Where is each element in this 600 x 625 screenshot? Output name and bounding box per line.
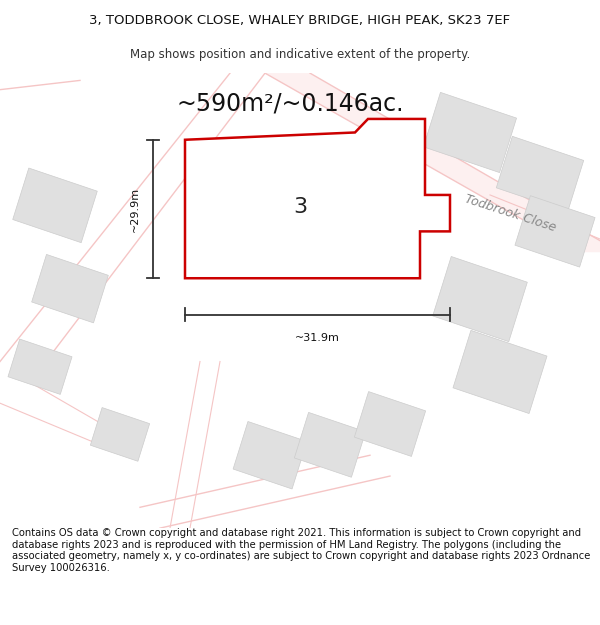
Polygon shape bbox=[91, 408, 149, 461]
Polygon shape bbox=[453, 331, 547, 414]
Text: Map shows position and indicative extent of the property.: Map shows position and indicative extent… bbox=[130, 48, 470, 61]
Polygon shape bbox=[8, 339, 72, 394]
Polygon shape bbox=[424, 92, 517, 172]
Polygon shape bbox=[433, 256, 527, 342]
Polygon shape bbox=[0, 0, 65, 118]
Text: 3, TODDBROOK CLOSE, WHALEY BRIDGE, HIGH PEAK, SK23 7EF: 3, TODDBROOK CLOSE, WHALEY BRIDGE, HIGH … bbox=[89, 14, 511, 27]
Polygon shape bbox=[515, 196, 595, 267]
Polygon shape bbox=[355, 392, 425, 456]
Polygon shape bbox=[295, 412, 365, 478]
Text: ~31.9m: ~31.9m bbox=[295, 332, 340, 342]
Text: ~29.9m: ~29.9m bbox=[130, 186, 140, 232]
Polygon shape bbox=[265, 73, 600, 253]
Polygon shape bbox=[185, 119, 450, 278]
Text: 3: 3 bbox=[293, 198, 307, 217]
Polygon shape bbox=[496, 136, 584, 212]
Text: Todbrook Close: Todbrook Close bbox=[463, 192, 557, 234]
Polygon shape bbox=[13, 168, 97, 242]
Polygon shape bbox=[32, 254, 109, 323]
Polygon shape bbox=[233, 421, 307, 489]
Text: Contains OS data © Crown copyright and database right 2021. This information is : Contains OS data © Crown copyright and d… bbox=[12, 528, 590, 573]
Text: ~590m²/~0.146ac.: ~590m²/~0.146ac. bbox=[176, 91, 404, 116]
Polygon shape bbox=[233, 151, 388, 260]
